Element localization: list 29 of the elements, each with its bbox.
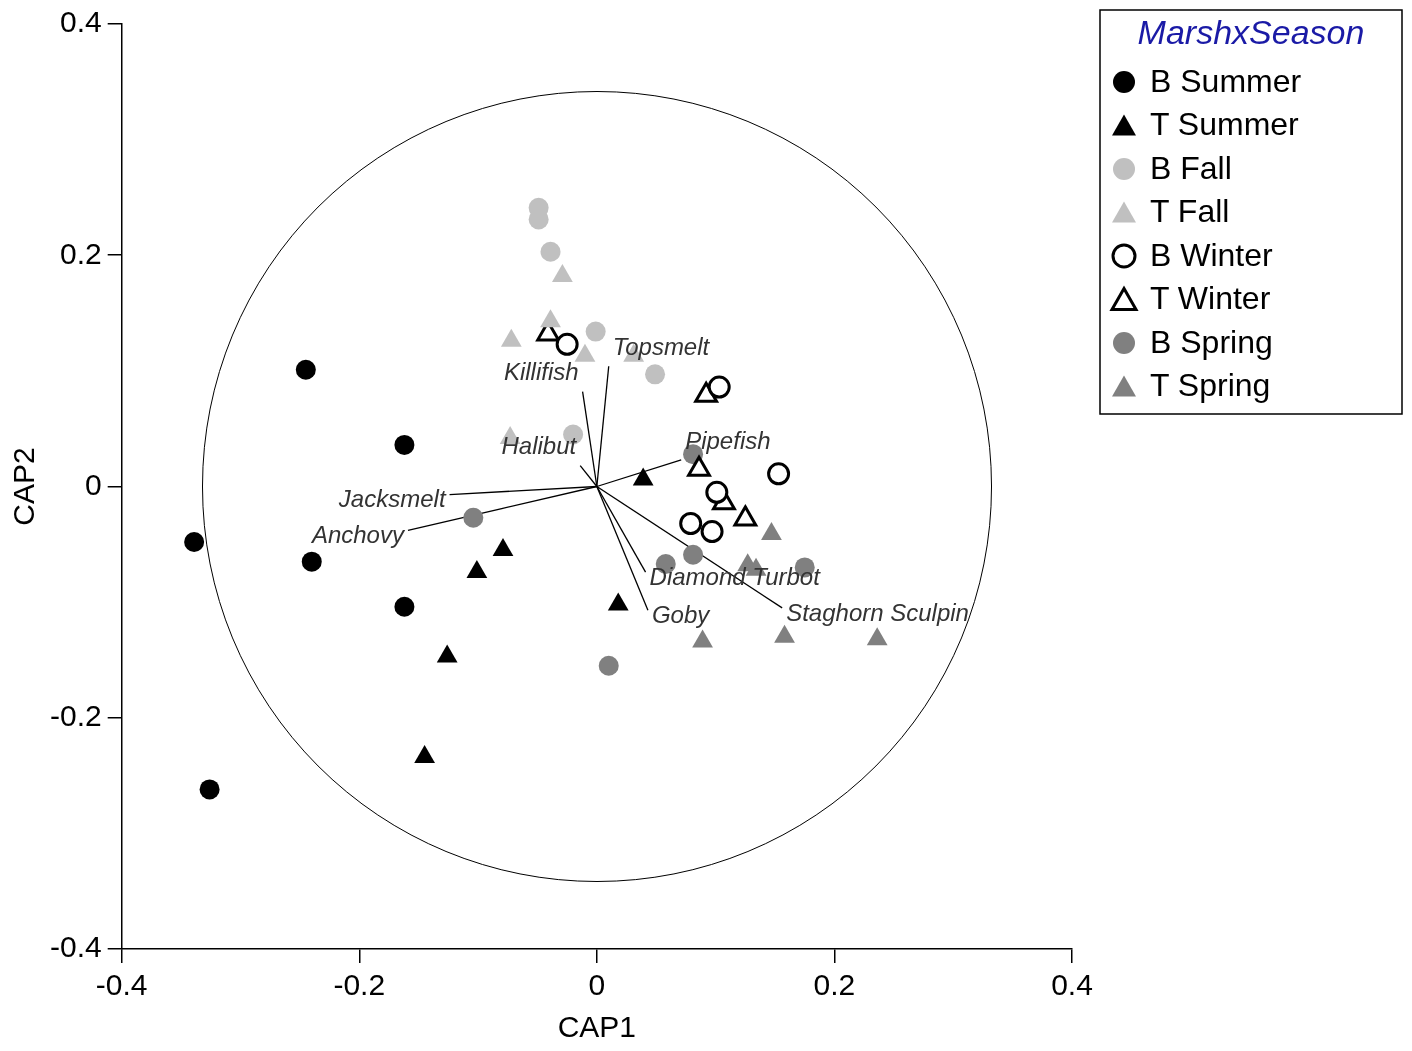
series-label: Goby: [651, 600, 712, 628]
y-tick-label: -0.2: [49, 699, 102, 733]
legend-label: T Winter: [1150, 280, 1271, 317]
series-label: Staghorn Sculpin: [786, 598, 969, 626]
legend-label: T Summer: [1150, 106, 1300, 143]
y-tick-label: 0.4: [59, 5, 102, 39]
x-tick-label: 0.2: [813, 968, 856, 1002]
series-label: Killifish: [503, 358, 579, 386]
series-label: Topsmelt: [612, 332, 711, 360]
legend-label: B Fall: [1150, 149, 1232, 186]
legend-title: MarshxSeason: [1137, 13, 1365, 52]
legend-label: B Spring: [1150, 323, 1273, 360]
y-tick-label: 0: [85, 467, 102, 501]
series-label: Jacksmelt: [337, 485, 447, 513]
legend-label: T Fall: [1150, 193, 1230, 230]
legend-label: B Winter: [1150, 236, 1274, 273]
legend-label: B Summer: [1150, 62, 1302, 99]
y-tick-label: 0.2: [59, 236, 102, 270]
legend-label: T Spring: [1150, 367, 1271, 404]
x-tick-label: -0.2: [333, 968, 386, 1002]
y-axis-title: CAP2: [7, 447, 41, 526]
x-tick-label: 0: [588, 968, 606, 1002]
x-tick-label: 0.4: [1051, 968, 1093, 1002]
series-label: Halibut: [501, 432, 578, 460]
series-label: Anchovy: [309, 521, 406, 549]
x-tick-label: -0.4: [95, 968, 148, 1002]
y-tick-label: -0.4: [49, 930, 102, 964]
series-label: Pipefish: [685, 426, 771, 454]
x-axis-title: CAP1: [557, 1010, 637, 1044]
